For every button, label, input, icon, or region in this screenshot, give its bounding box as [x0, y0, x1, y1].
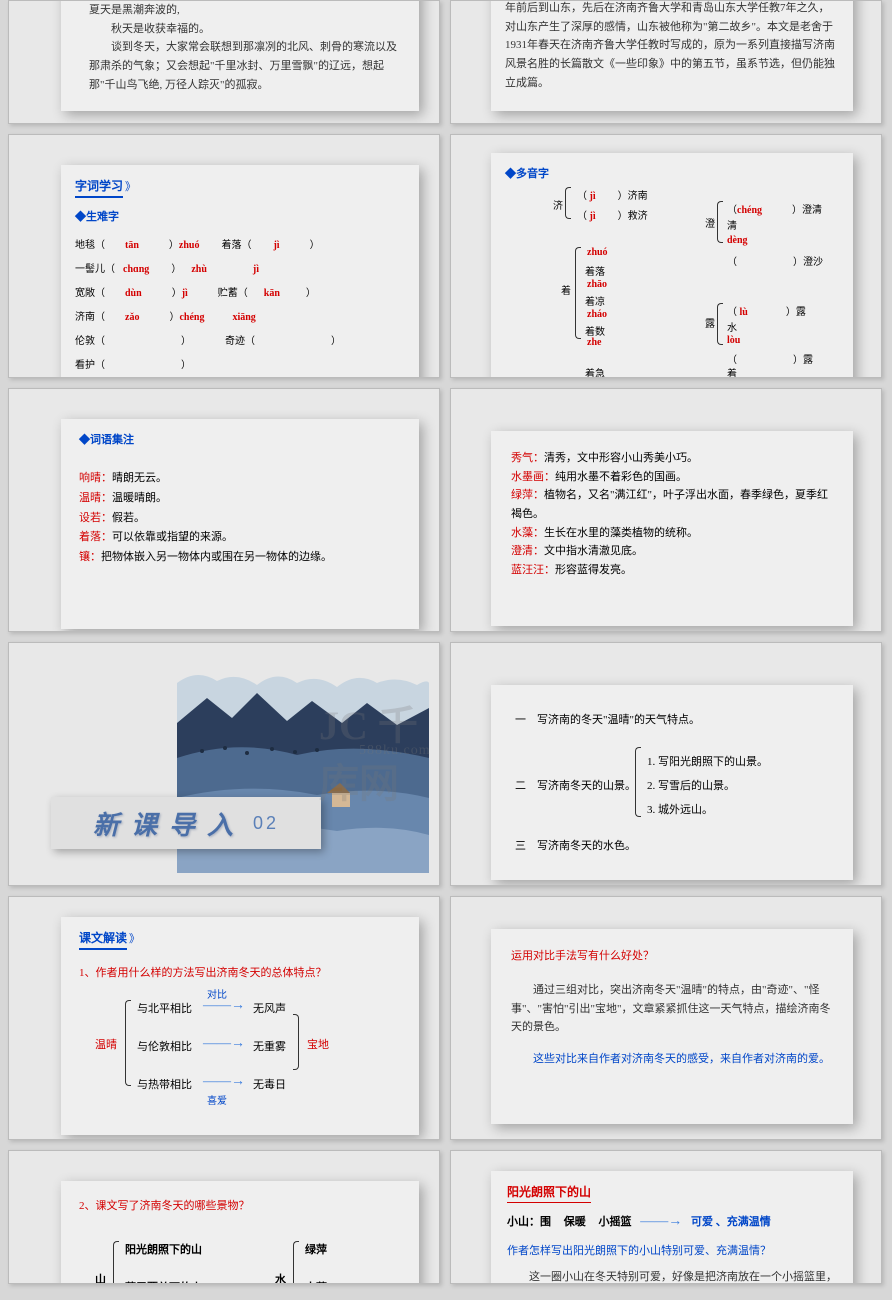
arrow-decoration: 》 [125, 181, 136, 193]
slide-definitions-1: ◆词语集注 响晴：晴朗无云。 温晴：温暖晴朗。 设若：假若。 着落：可以依靠或指… [8, 388, 440, 632]
polyphone-subtitle: ◆多音字 [505, 165, 839, 181]
slide-outline: 一 写济南的冬天"温晴"的天气特点。 二 写济南冬天的山景。 1. 写阳光朗照下… [450, 642, 882, 886]
sun-answer: 这一圈小山在冬天特别可爱，好像是把济南放在一个小摇篮里，它们全安静不动地低声地说… [507, 1268, 837, 1284]
section-title-banner: 新 课 导 入 02 [51, 797, 321, 849]
slide-analysis-a1: 运用对比手法写有什么好处？ 通过三组对比，突出济南冬天"温晴"的特点，由"奇迹"… [450, 896, 882, 1140]
sun-question: 作者怎样写出阳光朗照下的小山特别可爱、充满温情？ [507, 1242, 837, 1258]
vocab-title: 字词学习 [75, 177, 123, 198]
slide-analysis-q1: 课文解读》 1、作者用什么样的方法写出济南冬天的总体特点？ 温晴 与北平相比 对… [8, 896, 440, 1140]
slide-sunshine-mtn: 阳光朗照下的山 小山：围 保暖 小摇篮 ——→ 可爱 、充满温情 作者怎样写出阳… [450, 1150, 882, 1284]
slide-section-title: JC 千库网 588ku.com 新 课 导 入 02 [8, 642, 440, 886]
season-text-2: 秋天是收获幸福的。 [89, 20, 401, 39]
season-text-1: 夏天是黑潮奔波的, [89, 1, 401, 20]
slide-background: 年前后到山东，先后在济南齐鲁大学和青岛山东大学任教7年之久，对山东产生了深厚的感… [450, 0, 882, 124]
season-text-3: 谈到冬天，大家常会联想到那凛冽的北风、刺骨的寒流以及那肃杀的气象；又会想起"千里… [89, 38, 401, 94]
slide-definitions-2: 秀气：清秀，文中形容小山秀美小巧。 水墨画：纯用水墨不着彩色的国画。 绿萍：植物… [450, 388, 882, 632]
sun-title: 阳光朗照下的山 [507, 1183, 591, 1203]
analysis-title: 课文解读 [79, 929, 127, 950]
a1-p1: 通过三组对比，突出济南冬天"温晴"的特点，由"奇迹"、"怪事"、"害怕"引出"宝… [511, 981, 833, 1037]
vocab-subtitle: ◆生难字 [75, 208, 405, 224]
a1-p2: 这些对比来自作者对济南冬天的感受，来自作者对济南的爱。 [511, 1051, 833, 1069]
q1-text: 1、作者用什么样的方法写出济南冬天的总体特点？ [79, 964, 401, 980]
slide-polyphones: ◆多音字 济 （ jì）济南 （ jì）救济 澄 （chéng）澄清 清 dèn… [450, 134, 882, 378]
def-subtitle: ◆词语集注 [79, 431, 401, 447]
slide-vocabulary: 字词学习》 ◆生难字 地毯（tān）zhuó着落（jì） 一髻儿（chɑng）z… [8, 134, 440, 378]
a1-question: 运用对比手法写有什么好处？ [511, 947, 833, 963]
background-text: 年前后到山东，先后在济南齐鲁大学和青岛山东大学任教7年之久，对山东产生了深厚的感… [505, 0, 839, 92]
slide-intro-seasons: 夏天是黑潮奔波的, 秋天是收获幸福的。 谈到冬天，大家常会联想到那凛冽的北风、刺… [8, 0, 440, 124]
slide-q2: 2、课文写了济南冬天的哪些景物？ 山 阳光朗照下的山 薄雪覆盖下的山 水 绿萍 … [8, 1150, 440, 1284]
q2-text: 2、课文写了济南冬天的哪些景物？ [79, 1197, 401, 1213]
